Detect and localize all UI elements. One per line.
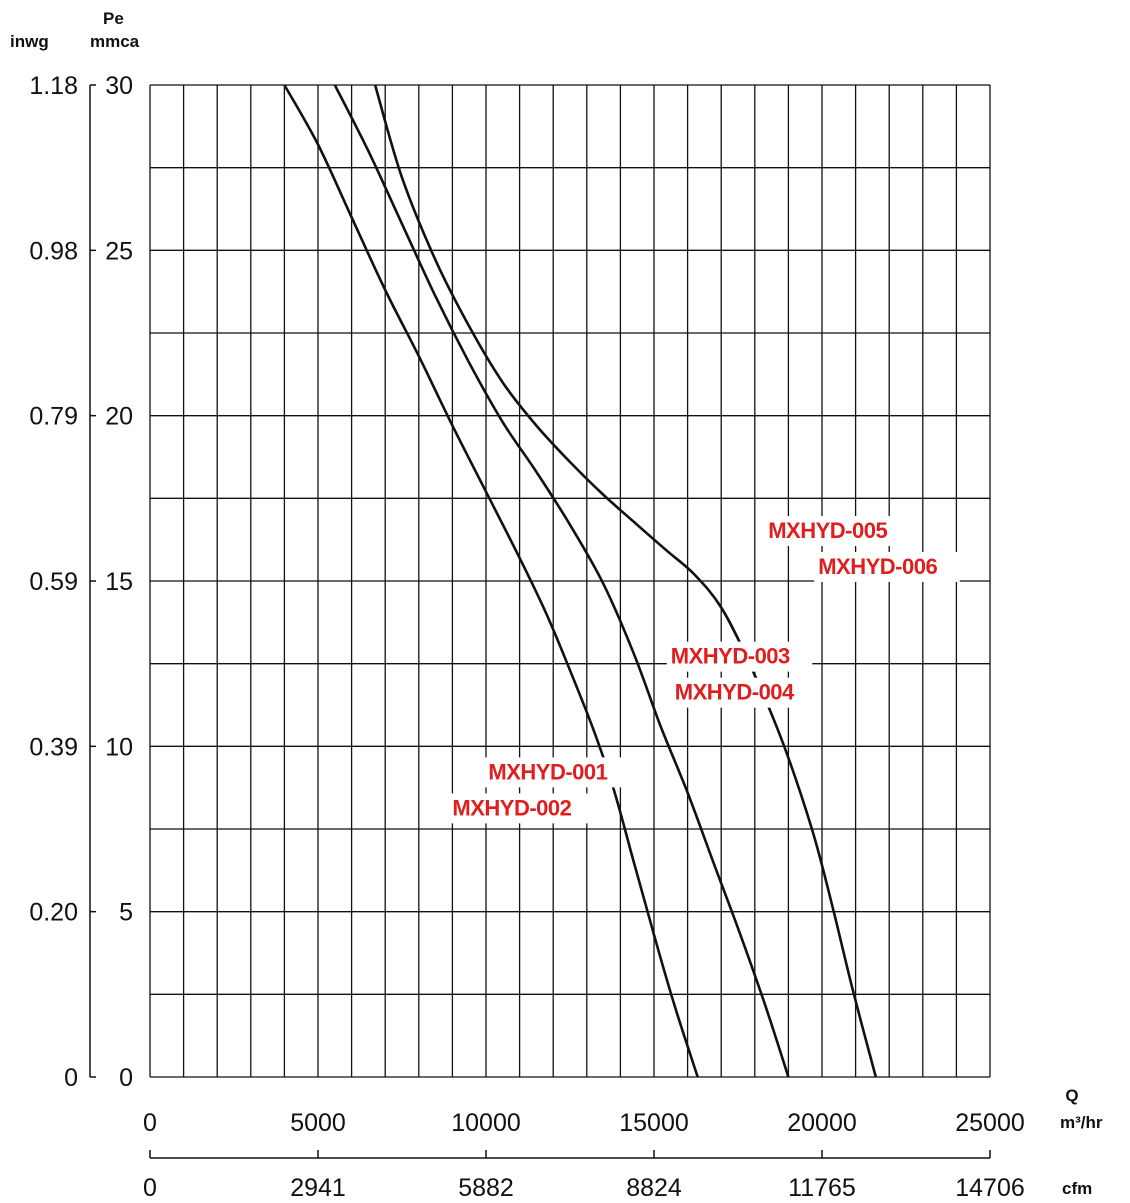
performance-curves xyxy=(283,84,878,1078)
y-tick-label-inwg: 0.98 xyxy=(29,237,78,265)
y-axis-title: Pe xyxy=(103,9,124,28)
y-tick-label-mmca: 30 xyxy=(105,72,133,100)
y-axis-unit-mmca: mmca xyxy=(90,32,140,51)
y-tick-label-inwg: 0 xyxy=(64,1064,78,1092)
y-tick-label-inwg: 0.79 xyxy=(29,403,78,431)
series-label-1-2: MXHYD-002 xyxy=(452,795,571,820)
x-tick-label-cfm: 8824 xyxy=(626,1174,682,1202)
y-tick-label-inwg: 0.39 xyxy=(29,733,78,761)
x-tick-label-m3hr: 15000 xyxy=(619,1109,689,1137)
series-curve-3 xyxy=(373,84,878,1078)
series-label-1-1: MXHYD-001 xyxy=(488,759,607,784)
x-tick-label-cfm: 14706 xyxy=(955,1174,1025,1202)
y-tick-label-mmca: 15 xyxy=(105,568,133,596)
y-tick-label-mmca: 10 xyxy=(105,733,133,761)
series-label-2-2: MXHYD-004 xyxy=(675,680,795,705)
axes: 0050.20100.39150.59200.79250.98301.18005… xyxy=(29,72,1024,1202)
series-label-background xyxy=(814,552,960,583)
x-axis-unit-cfm: cfm xyxy=(1062,1179,1092,1198)
x-tick-label-m3hr: 10000 xyxy=(451,1109,521,1137)
y-axis-unit-inwg: inwg xyxy=(10,32,49,51)
x-tick-label-m3hr: 25000 xyxy=(955,1109,1025,1137)
x-tick-label-cfm: 2941 xyxy=(290,1174,346,1202)
series-label-2-1: MXHYD-003 xyxy=(671,644,790,669)
x-tick-label-m3hr: 20000 xyxy=(787,1109,857,1137)
series-label-background xyxy=(666,641,813,672)
x-tick-label-cfm: 0 xyxy=(143,1174,157,1202)
series-label-background xyxy=(764,516,910,547)
series-curve-1 xyxy=(283,84,699,1078)
series-label-background xyxy=(670,677,817,708)
y-tick-label-inwg: 1.18 xyxy=(29,72,78,100)
x-axis-title: Q xyxy=(1065,1086,1078,1105)
series-curve-2 xyxy=(333,84,790,1078)
series-label-background xyxy=(484,757,630,788)
x-tick-label-m3hr: 5000 xyxy=(290,1109,346,1137)
x-tick-label-cfm: 11765 xyxy=(788,1174,856,1202)
y-tick-label-mmca: 5 xyxy=(119,899,133,927)
x-tick-label-cfm: 5882 xyxy=(458,1174,514,1202)
y-tick-label-mmca: 25 xyxy=(105,237,133,265)
y-tick-label-inwg: 0.20 xyxy=(29,899,78,927)
y-tick-label-inwg: 0.59 xyxy=(29,568,78,596)
y-tick-label-mmca: 0 xyxy=(119,1064,133,1092)
x-tick-label-m3hr: 0 xyxy=(143,1109,157,1137)
series-label-3-2: MXHYD-006 xyxy=(818,554,937,579)
series-labels: MXHYD-001 MXHYD-002 MXHYD-003 MXHYD-004 MXHY… xyxy=(448,516,960,824)
x-axis-unit-m3hr: m³/hr xyxy=(1060,1113,1103,1132)
y-tick-label-mmca: 20 xyxy=(105,403,133,431)
series-label-3-1: MXHYD-005 xyxy=(768,518,887,543)
series-label-background xyxy=(448,793,594,824)
